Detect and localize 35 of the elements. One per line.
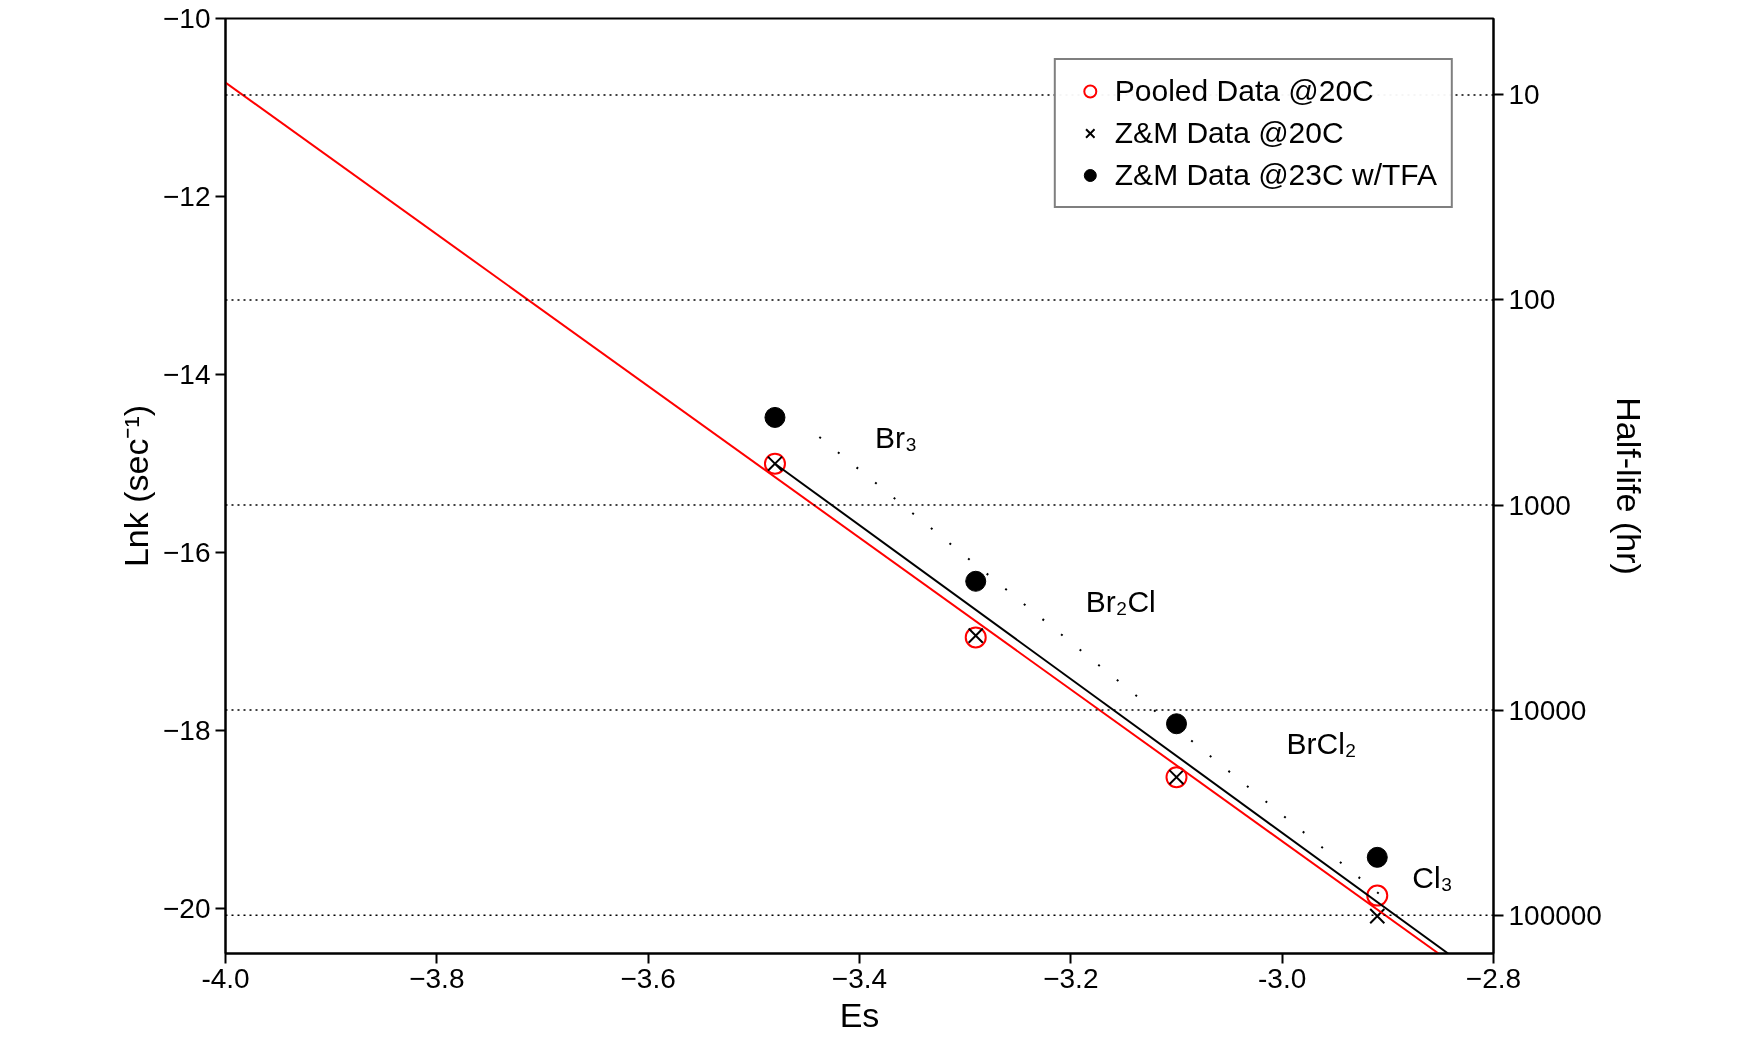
y2-tick-label: 100 xyxy=(1508,284,1556,316)
point xyxy=(1166,713,1187,735)
y2-tick-label: 10 xyxy=(1508,79,1540,111)
x-tick-label: −3.2 xyxy=(1043,962,1099,994)
point xyxy=(1366,884,1389,907)
x-axis-title: Es xyxy=(839,995,880,1034)
y2-tick-label: 100000 xyxy=(1508,899,1602,931)
y-tick-label: −10 xyxy=(163,3,211,34)
x-tick-label: -4.0 xyxy=(201,962,250,994)
y-tick-label: −18 xyxy=(163,715,211,747)
annotation: Cl₃ xyxy=(1412,860,1453,894)
point xyxy=(1369,908,1386,925)
legend-label: Z&M Data @23C w/TFA xyxy=(1114,158,1437,192)
annotation: Br₂Cl xyxy=(1085,584,1156,618)
legend-label: Pooled Data @20C xyxy=(1114,74,1374,108)
x-tick-label: −3.8 xyxy=(409,962,465,994)
y2-axis-title: Half-life (hr) xyxy=(1609,397,1648,575)
x-tick-label: -3.0 xyxy=(1258,962,1307,994)
point xyxy=(1366,846,1388,868)
x-tick-label: −2.8 xyxy=(1465,962,1522,994)
y-tick-label: −20 xyxy=(163,893,211,925)
y-axis-title: Lnk (sec⁻¹) xyxy=(117,404,155,568)
y-tick-label: −12 xyxy=(163,181,211,213)
annotation: Br₃ xyxy=(874,420,918,454)
x-tick-label: −3.6 xyxy=(620,962,676,994)
legend-label: Z&M Data @20C xyxy=(1114,116,1344,150)
point xyxy=(964,626,987,649)
point xyxy=(965,570,987,592)
y-tick-label: −16 xyxy=(163,537,211,569)
annotation: BrCl₂ xyxy=(1286,727,1357,761)
y2-tick-label: 10000 xyxy=(1508,694,1587,726)
x-tick-label: −3.4 xyxy=(831,962,888,994)
y-tick-label: −14 xyxy=(163,359,211,391)
y2-tick-label: 1000 xyxy=(1508,489,1571,521)
point xyxy=(764,406,786,428)
